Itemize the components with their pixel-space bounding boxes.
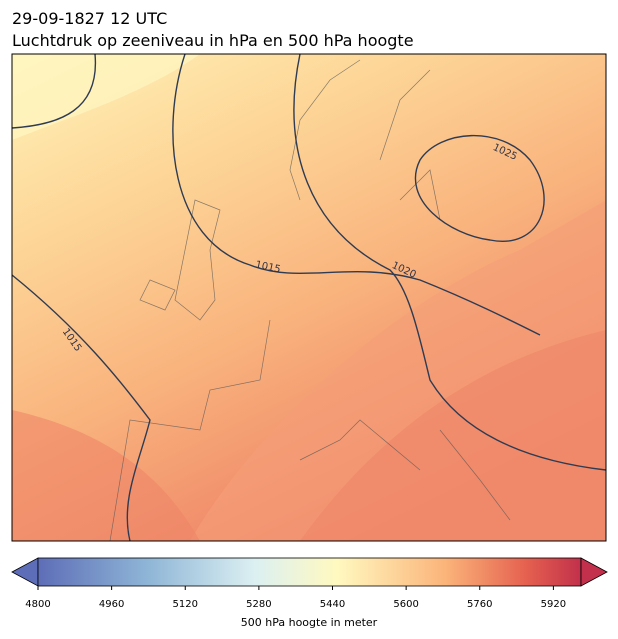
colorbar-tick-label: 5920 — [541, 599, 566, 610]
colorbar-tick-label: 5440 — [320, 599, 345, 610]
map: 1025 1015 1020 1015 — [12, 54, 606, 541]
colorbar-label: 500 hPa hoogte in meter — [241, 616, 378, 629]
isobar — [12, 54, 97, 129]
contour-label: 1015 — [254, 259, 281, 275]
colorbar-tick-label: 5280 — [246, 599, 271, 610]
coastline — [109, 59, 511, 541]
colorbar-tick-label: 4800 — [25, 599, 50, 610]
subtitle: Luchtdruk op zeeniveau in hPa en 500 hPa… — [12, 31, 414, 50]
isobar — [414, 134, 545, 242]
isobar — [293, 54, 606, 471]
map-frame — [11, 53, 607, 542]
colorbar-body — [37, 557, 582, 587]
title: 29-09-1827 12 UTC — [12, 9, 167, 28]
colorbar-tick-label: 5600 — [393, 599, 418, 610]
colorbar-tick-label: 4960 — [99, 599, 124, 610]
colorbar-tick-label: 5120 — [173, 599, 198, 610]
colorbar-extend-high — [580, 557, 608, 587]
colorbar-tick-label: 5760 — [467, 599, 492, 610]
height-band — [12, 410, 200, 541]
colorbar: 500 hPa hoogte in meter 4800 4960 5120 5280… — [11, 557, 608, 629]
colorbar-extend-low — [11, 557, 39, 587]
isobar — [12, 274, 151, 541]
height-band — [300, 330, 606, 541]
isobar — [172, 54, 541, 336]
